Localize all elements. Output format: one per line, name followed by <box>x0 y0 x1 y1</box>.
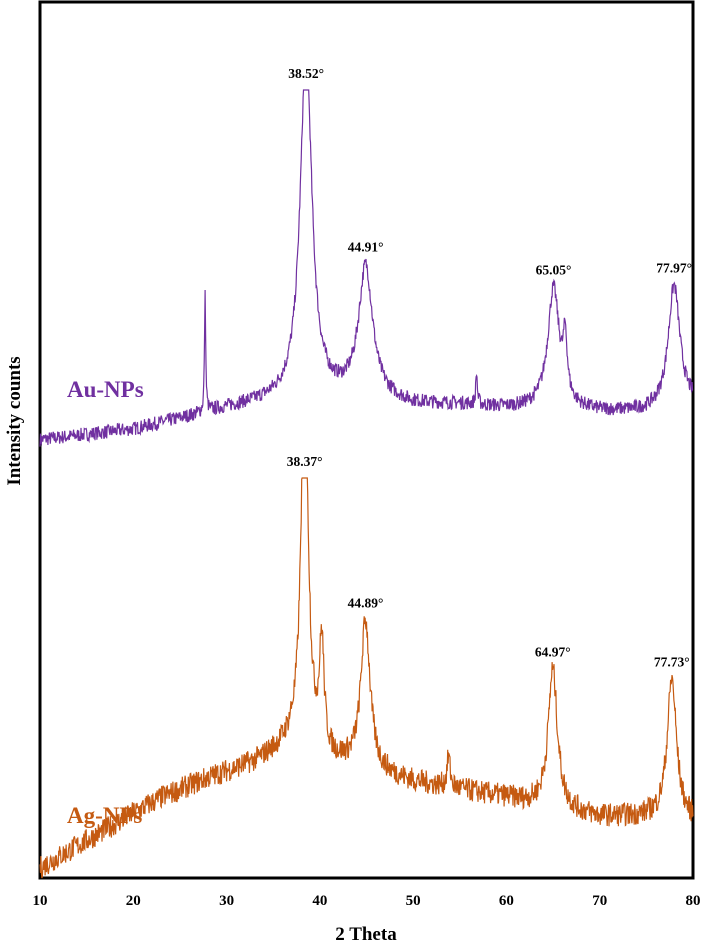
peak-label: 64.97° <box>535 645 571 660</box>
x-tick-label: 10 <box>33 893 48 909</box>
x-tick-label: 30 <box>219 893 234 909</box>
x-axis-ticks: 10 20 30 40 50 60 70 80 <box>33 893 701 909</box>
y-axis-title: Intensity counts <box>4 356 25 485</box>
series-label-ag-nps: Ag-NPs <box>67 803 142 828</box>
x-tick-label: 70 <box>592 893 607 909</box>
series-label-au-nps: Au-NPs <box>67 377 144 402</box>
x-tick-label: 20 <box>126 893 141 909</box>
peak-label: 44.91° <box>348 240 384 255</box>
x-tick-label: 80 <box>686 893 701 909</box>
peak-label: 38.37° <box>287 454 323 469</box>
peak-label: 77.97° <box>656 261 692 276</box>
peak-labels: 38.52° 44.91° 65.05° 77.97° 38.37° 44.89° 64.9… <box>287 66 692 670</box>
peak-label: 44.89° <box>348 596 384 611</box>
x-axis-title: 2 Theta <box>335 924 397 945</box>
peak-label: 77.73° <box>654 655 690 670</box>
x-tick-label: 40 <box>312 893 327 909</box>
peak-label: 65.05° <box>536 262 572 277</box>
peak-label: 38.52° <box>288 66 324 81</box>
plot-frame <box>38 0 695 880</box>
x-tick-label: 50 <box>406 893 421 909</box>
series-line-ag-nps <box>39 477 694 879</box>
series-line-au-nps <box>39 89 694 447</box>
x-tick-label: 60 <box>499 893 514 909</box>
series-layer <box>39 89 694 879</box>
